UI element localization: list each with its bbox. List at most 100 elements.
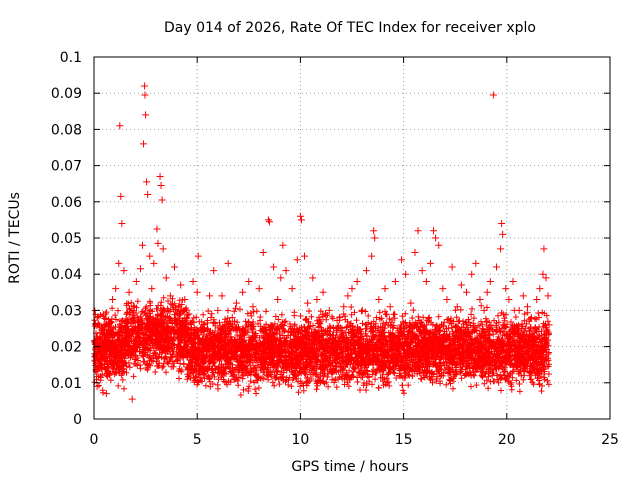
data-point <box>277 274 285 282</box>
y-tick-label: 0.07 <box>51 159 82 175</box>
data-point <box>150 259 158 267</box>
data-point <box>533 296 541 304</box>
data-point <box>116 122 124 130</box>
data-point <box>105 332 113 340</box>
data-point <box>439 285 447 293</box>
data-point <box>166 292 174 300</box>
data-point <box>139 241 147 249</box>
data-point <box>375 296 383 304</box>
data-point <box>381 285 389 293</box>
data-point <box>282 267 290 275</box>
data-point <box>120 267 128 275</box>
data-point <box>157 182 165 190</box>
data-point <box>189 277 197 285</box>
data-point <box>348 285 356 293</box>
data-point <box>293 256 301 264</box>
data-point <box>111 353 119 361</box>
data-point <box>544 292 552 300</box>
x-tick-label: 5 <box>193 432 202 448</box>
data-point <box>214 306 222 314</box>
data-point <box>239 288 247 296</box>
data-point <box>536 285 544 293</box>
data-point <box>463 288 471 296</box>
data-point <box>497 245 505 253</box>
data-point <box>540 245 548 253</box>
data-point <box>486 277 494 285</box>
data-point <box>140 140 148 148</box>
data-point <box>143 178 151 186</box>
data-point <box>177 281 185 289</box>
data-point <box>309 274 317 282</box>
data-point <box>476 296 484 304</box>
data-point <box>426 259 434 267</box>
grid-lines <box>94 57 610 419</box>
y-tick-label: 0.06 <box>51 195 82 211</box>
data-point <box>112 285 120 293</box>
data-point <box>313 296 321 304</box>
data-point <box>210 267 218 275</box>
data-point <box>94 321 102 329</box>
data-point <box>102 390 110 398</box>
data-point <box>468 270 476 278</box>
data-point <box>515 306 523 314</box>
y-tick-labels: 0 0.01 0.02 0.03 0.04 0.05 0.06 0.07 0.08 0.09 0.1 <box>51 50 82 428</box>
data-point <box>499 230 507 238</box>
data-point <box>156 172 164 180</box>
data-point <box>325 306 333 314</box>
data-point <box>435 241 443 249</box>
data-point <box>422 277 430 285</box>
data-point <box>175 303 183 311</box>
data-point <box>128 395 136 403</box>
y-tick-label: 0.08 <box>51 122 82 138</box>
data-point <box>457 281 465 289</box>
data-point <box>265 218 273 226</box>
data-point <box>539 270 547 278</box>
data-point <box>199 321 207 329</box>
data-point <box>519 292 527 300</box>
data-point <box>125 288 133 296</box>
data-point <box>502 285 510 293</box>
data-point <box>362 267 370 275</box>
data-point <box>118 220 126 228</box>
data-point <box>264 216 272 224</box>
x-tick-label: 20 <box>498 432 516 448</box>
data-point <box>391 277 399 285</box>
data-point <box>259 248 267 256</box>
data-point <box>489 91 497 99</box>
data-point <box>329 325 337 332</box>
data-point <box>304 299 312 307</box>
data-point <box>528 314 536 322</box>
data-point <box>509 277 517 285</box>
data-point <box>398 256 406 264</box>
data-point <box>505 296 513 304</box>
data-point <box>448 263 456 271</box>
data-point <box>153 225 161 233</box>
data-point <box>301 252 309 260</box>
data-point <box>193 288 201 296</box>
data-point <box>370 227 378 235</box>
data-point <box>144 191 152 199</box>
data-point <box>158 196 166 204</box>
y-tick-label: 0.05 <box>51 231 82 247</box>
data-point <box>523 303 531 311</box>
data-point <box>480 306 488 314</box>
data-point <box>371 234 379 242</box>
data-point <box>279 241 287 249</box>
data-point <box>122 328 130 336</box>
data-point <box>542 274 550 282</box>
data-point <box>274 296 282 304</box>
data-point <box>159 245 167 253</box>
data-point <box>288 285 296 293</box>
data-point <box>453 303 461 311</box>
data-point <box>358 306 366 314</box>
data-point <box>368 252 376 260</box>
data-point <box>228 314 236 322</box>
data-point <box>93 382 101 390</box>
data-point <box>402 270 410 278</box>
data-point <box>336 314 344 322</box>
y-tick-label: 0.03 <box>51 303 82 319</box>
data-point <box>319 288 327 296</box>
y-tick-label: 0.02 <box>51 340 82 356</box>
data-point <box>432 234 440 242</box>
